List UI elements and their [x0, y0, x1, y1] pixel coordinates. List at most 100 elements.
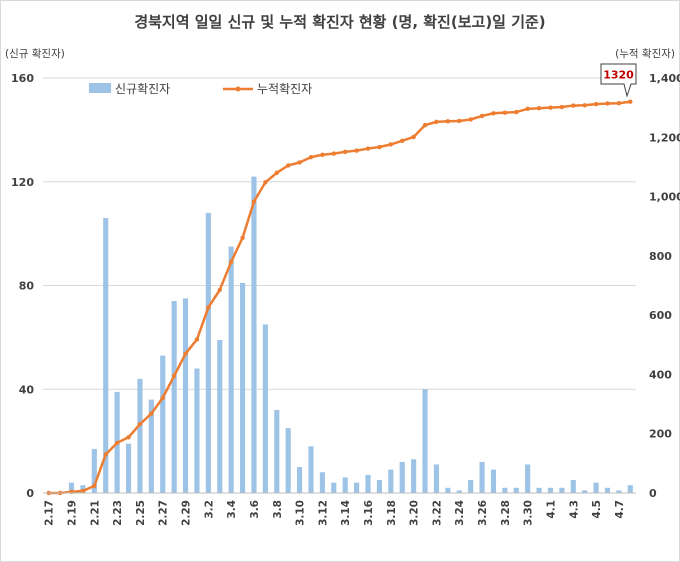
x-tick-label: 3.26: [477, 500, 489, 526]
line-point: [217, 287, 222, 293]
line-point: [548, 105, 553, 110]
bar-new-cases: [525, 464, 531, 493]
left-y-tick-label: 80: [19, 280, 35, 293]
callout-box: [600, 63, 637, 98]
legend-line-label: 누적확진자: [257, 82, 312, 96]
callout-1320: 1320: [600, 63, 637, 98]
line-point: [206, 305, 211, 310]
right-y-tick-label: 600: [649, 309, 672, 322]
bar-new-cases: [627, 485, 633, 493]
line-point: [411, 134, 416, 140]
right-y-tick-label: 1,200: [649, 131, 680, 144]
line-point: [160, 395, 165, 401]
bar-new-cases: [262, 324, 268, 493]
bar-new-cases: [479, 461, 485, 493]
line-point: [365, 146, 371, 151]
line-point: [400, 138, 405, 144]
bar-new-cases: [148, 399, 154, 493]
x-tick-label: 2.21: [89, 500, 101, 526]
left-y-axis: 0 40 80 120 160: [11, 72, 34, 500]
line-point: [479, 113, 485, 119]
legend-line-marker: [235, 86, 241, 92]
x-tick-label: 2.17: [44, 500, 56, 526]
callout-label: 1320: [603, 69, 634, 82]
bar-new-cases: [502, 487, 508, 493]
x-tick-label: 4.5: [591, 500, 603, 519]
line-point: [525, 106, 530, 112]
x-tick-label: 4.1: [545, 500, 557, 519]
bar-new-cases: [91, 448, 97, 493]
x-tick-label: 3.30: [523, 500, 535, 526]
left-y-tick-label: 120: [11, 176, 34, 189]
x-tick-label: 2.27: [158, 500, 170, 526]
line-point: [457, 118, 462, 124]
bar-new-cases: [388, 469, 394, 493]
line-point: [285, 163, 291, 168]
bar-new-cases: [217, 339, 223, 493]
line-series: [46, 99, 633, 496]
right-y-tick-label: 800: [649, 250, 672, 263]
bar-new-cases: [433, 464, 439, 493]
right-y-tick-label: 1,000: [649, 191, 680, 204]
line-point: [149, 411, 154, 416]
line-point: [582, 103, 587, 108]
line-point: [502, 110, 508, 115]
x-tick-label: 3.28: [500, 500, 512, 526]
bar-new-cases: [513, 487, 519, 493]
line-point: [468, 117, 473, 122]
line-point: [194, 337, 200, 342]
line-point: [628, 99, 633, 104]
line-point: [377, 144, 382, 150]
legend-bar-swatch: [89, 83, 111, 93]
line-cumulative-cases: [48, 100, 631, 495]
line-point: [343, 149, 348, 155]
bar-new-cases: [604, 487, 611, 493]
x-tick-label: 3.12: [317, 500, 329, 526]
x-tick-label: 3.6: [249, 500, 261, 519]
line-point: [103, 452, 108, 457]
line-point: [571, 103, 576, 108]
legend-bar-label: 신규확진자: [115, 82, 170, 96]
line-point: [171, 373, 177, 379]
bar-new-cases: [490, 469, 497, 493]
x-tick-label: 2.29: [181, 500, 193, 526]
bar-new-cases: [570, 480, 576, 493]
left-y-tick-label: 160: [11, 72, 34, 85]
right-y-tick-label: 400: [649, 368, 672, 381]
line-point: [126, 435, 131, 440]
bar-new-cases: [559, 487, 565, 493]
left-y-tick-label: 40: [19, 383, 35, 396]
line-point: [354, 148, 359, 153]
right-y-tick-label: 200: [649, 428, 672, 441]
bar-new-cases: [411, 459, 417, 493]
line-point: [240, 235, 245, 240]
bar-new-cases: [468, 480, 474, 493]
bar-new-cases: [319, 472, 325, 493]
bar-new-cases: [228, 246, 234, 493]
bar-new-cases: [240, 282, 246, 493]
bar-new-cases: [251, 176, 257, 493]
x-tick-label: 3.8: [272, 500, 284, 519]
left-axis-label: (신규 확진자): [5, 47, 65, 60]
line-point: [434, 119, 439, 125]
line-point: [251, 199, 257, 204]
right-y-tick-label: 1,400: [649, 72, 680, 85]
bar-new-cases: [422, 389, 428, 493]
line-point: [320, 152, 325, 157]
bar-new-cases: [308, 446, 314, 493]
bar-new-cases: [194, 368, 200, 493]
bar-new-cases: [285, 428, 291, 493]
line-point: [228, 259, 234, 264]
line-point: [559, 104, 565, 110]
line-point: [92, 483, 97, 489]
line-point: [308, 154, 314, 160]
bar-new-cases: [445, 487, 451, 493]
chart-title: 경북지역 일일 신규 및 누적 확진자 현황 (명, 확진(보고)일 기준): [134, 13, 545, 31]
bar-new-cases: [456, 490, 462, 493]
x-tick-label: 3.14: [340, 500, 352, 526]
line-point: [536, 106, 542, 111]
x-tick-label: 2.19: [67, 500, 79, 526]
bar-new-cases: [593, 482, 599, 493]
x-tick-label: 4.3: [568, 500, 580, 519]
